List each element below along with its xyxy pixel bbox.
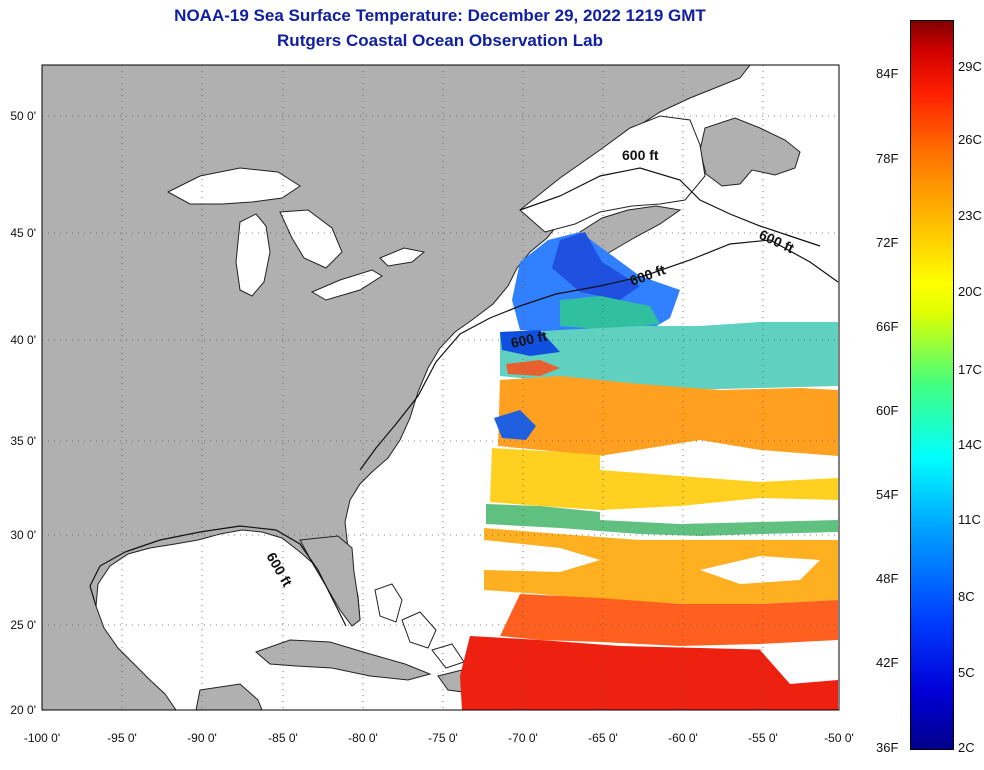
lat-tick-label: 35 0' — [10, 434, 36, 448]
lake-huron — [279, 209, 343, 269]
lat-tick-label: 45 0' — [10, 226, 36, 240]
land-newfoundland — [699, 117, 801, 187]
colorbar-fahrenheit-label: 84F — [876, 66, 899, 81]
land-cuba — [255, 639, 432, 681]
colorbar-fahrenheit-label: 60F — [876, 403, 899, 418]
colorbar-celsius-label: 23C — [958, 208, 982, 223]
colorbar-celsius-label: 20C — [958, 284, 982, 299]
sst-swath — [460, 232, 838, 710]
colorbar-celsius-label: 5C — [958, 665, 975, 680]
colorbar-celsius-label: 14C — [958, 437, 982, 452]
land-yucatan — [195, 683, 263, 710]
lon-tick-label: -55 0' — [748, 731, 778, 745]
map-frame — [41, 64, 840, 711]
colorbar-fahrenheit-label: 48F — [876, 571, 899, 586]
lat-tick-label: 20 0' — [10, 703, 36, 717]
lake-erie — [310, 269, 383, 301]
colorbar-celsius-label: 26C — [958, 132, 982, 147]
isobath-label: 600 ft — [622, 147, 659, 163]
colorbar-celsius-label: 8C — [958, 589, 975, 604]
colorbar-fahrenheit-label: 36F — [876, 740, 899, 755]
colorbar-celsius-label: 29C — [958, 59, 982, 74]
lake-superior — [166, 167, 301, 205]
lon-tick-label: -50 0' — [824, 731, 854, 745]
lat-tick-label: 50 0' — [10, 109, 36, 123]
colorbar-fahrenheit-label: 54F — [876, 487, 899, 502]
lat-tick-label: 40 0' — [10, 333, 36, 347]
lon-tick-label: -80 0' — [348, 731, 378, 745]
lat-tick-label: 30 0' — [10, 528, 36, 542]
colorbar-celsius-label: 2C — [958, 740, 975, 755]
lon-tick-label: -70 0' — [508, 731, 538, 745]
colorbar-celsius-label: 17C — [958, 362, 982, 377]
map-title: NOAA-19 Sea Surface Temperature: Decembe… — [174, 6, 706, 25]
colorbar-celsius-label: 11C — [958, 512, 981, 527]
colorbar-fahrenheit-label: 66F — [876, 319, 899, 334]
map-subtitle: Rutgers Coastal Ocean Observation Lab — [277, 31, 603, 50]
lake-ontario — [379, 247, 426, 267]
temperature-colorbar — [910, 20, 954, 750]
lon-tick-label: -60 0' — [668, 731, 698, 745]
isobath-label: 600 ft — [509, 328, 548, 351]
colorbar-fahrenheit-label: 72F — [876, 235, 899, 250]
lon-tick-label: -100 0' — [24, 731, 60, 745]
graticule — [42, 65, 839, 710]
lon-tick-label: -95 0' — [107, 731, 137, 745]
lon-tick-label: -65 0' — [588, 731, 618, 745]
colorbar-fahrenheit-label: 78F — [876, 151, 899, 166]
isobath-600ft — [89, 167, 839, 627]
lon-tick-label: -75 0' — [428, 731, 458, 745]
lon-tick-label: -90 0' — [187, 731, 217, 745]
colorbar-fahrenheit-label: 42F — [876, 655, 899, 670]
lon-tick-label: -85 0' — [268, 731, 298, 745]
lake-michigan — [235, 213, 271, 297]
lat-tick-label: 25 0' — [10, 618, 36, 632]
